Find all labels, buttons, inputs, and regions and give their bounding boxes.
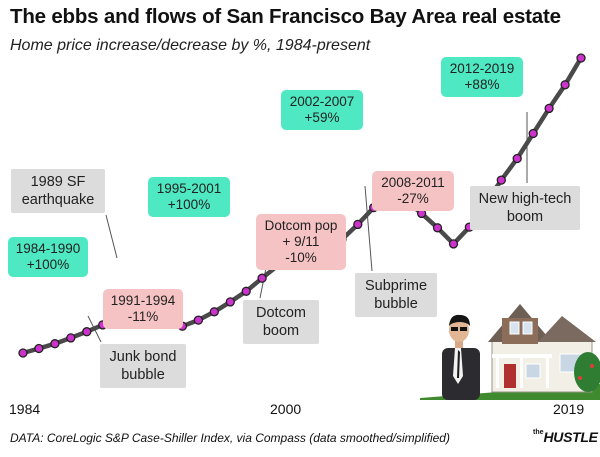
- businessman-icon: [442, 314, 480, 400]
- data-point: [257, 273, 267, 283]
- illustration: [420, 304, 600, 400]
- house-icon: [488, 304, 600, 393]
- data-point: [225, 297, 235, 307]
- chart-subtitle: Home price increase/decrease by %, 1984-…: [10, 37, 371, 54]
- data-point: [576, 53, 586, 63]
- data-point: [432, 223, 443, 233]
- annotation-1984-1990: 1984-1990 +100%: [8, 237, 88, 277]
- brand-logo: theHUSTLE: [533, 429, 598, 445]
- data-point: [512, 153, 522, 164]
- annotation-1991-1994: 1991-1994 -11%: [103, 289, 183, 329]
- data-point: [193, 315, 204, 325]
- annotation-2012-2019: 2012-2019 +88%: [441, 57, 523, 97]
- data-point: [66, 333, 76, 343]
- x-tick-label: 2000: [270, 401, 302, 417]
- source-note: DATA: CoreLogic S&P Case-Shiller Index, …: [10, 431, 450, 445]
- data-point: [544, 103, 554, 114]
- x-tick-label: 1984: [9, 401, 41, 417]
- annotation-new-high-tech-boom: New high-tech boom: [470, 186, 580, 230]
- data-point: [18, 348, 28, 358]
- annotation-dotcom-boom: Dotcom boom: [243, 300, 319, 344]
- annotation-dotcom-pop: Dotcom pop + 9/11 -10%: [256, 214, 346, 270]
- annotation-subprime-bubble: Subprime bubble: [355, 273, 437, 317]
- data-point: [560, 80, 570, 90]
- data-point: [209, 307, 219, 317]
- annotation-pointer: [364, 185, 373, 272]
- x-tick-label: 2019: [553, 401, 585, 417]
- data-point: [82, 327, 92, 337]
- annotation-junk-bond-bubble: Junk bond bubble: [100, 344, 186, 388]
- data-point: [241, 286, 251, 296]
- data-point: [353, 219, 363, 230]
- data-point: [448, 239, 459, 249]
- annotation-pointer: [105, 214, 118, 259]
- annotation-2008-2011: 2008-2011 -27%: [372, 171, 454, 211]
- data-point: [50, 339, 60, 349]
- data-point: [34, 343, 44, 354]
- data-point: [528, 128, 538, 139]
- annotation-1989-sf-earthquake: 1989 SF earthquake: [11, 169, 105, 213]
- annotation-1995-2001: 1995-2001 +100%: [148, 177, 230, 217]
- data-point: [496, 175, 506, 185]
- annotation-2002-2007: 2002-2007 +59%: [281, 90, 363, 130]
- chart-title: The ebbs and flows of San Francisco Bay …: [10, 5, 561, 28]
